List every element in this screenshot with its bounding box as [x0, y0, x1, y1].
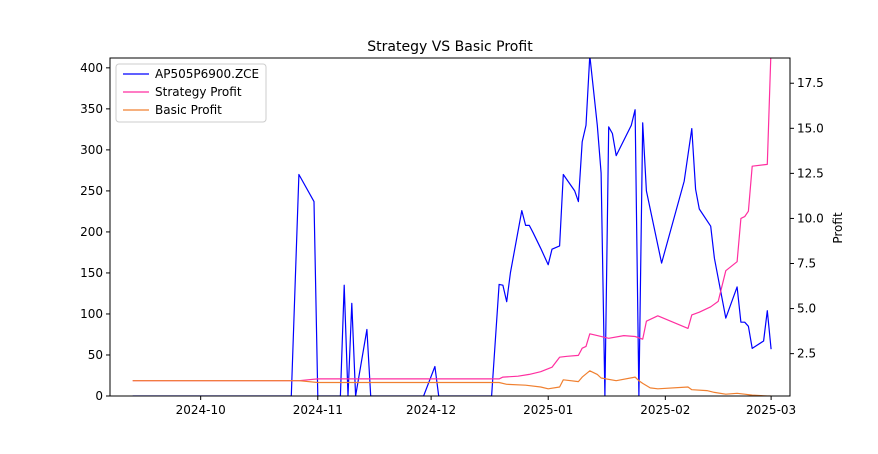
y-right-tick-label-4: 12.5	[797, 166, 824, 180]
plot-lines	[132, 58, 772, 396]
y-right-tick-label-5: 15.0	[797, 121, 824, 135]
y-left-tick-label-3: 150	[80, 266, 103, 280]
x-tick-label-0: 2024-10	[176, 403, 226, 417]
legend-label-series-1: Strategy Profit	[155, 85, 242, 99]
y-right-tick-label-6: 17.5	[797, 76, 824, 90]
y-right-tick-label-3: 10.0	[797, 211, 824, 225]
chart-title: Strategy VS Basic Profit	[367, 39, 533, 55]
y-right-axis: 2.5 5.0 7.5 10.0 12.5 15.0 17.5	[790, 76, 824, 361]
plot-frame	[109, 57, 791, 397]
y-left-tick-label-1: 50	[88, 348, 103, 362]
x-tick-label-2: 2024-12	[406, 403, 456, 417]
y-right-tick-label-1: 5.0	[797, 302, 816, 316]
y-left-tick-label-0: 0	[95, 389, 103, 403]
legend-label-series-2: Basic Profit	[155, 103, 222, 117]
series-line-1	[132, 58, 772, 382]
right-axis-label: Profit	[831, 212, 845, 244]
y-right-tick-label-2: 7.5	[797, 257, 816, 271]
y-left-tick-label-4: 200	[80, 225, 103, 239]
y-left-tick-label-2: 100	[80, 307, 103, 321]
series-line-2	[132, 370, 772, 396]
x-tick-label-3: 2025-01	[523, 403, 573, 417]
y-left-tick-label-6: 300	[80, 143, 103, 157]
y-right-tick-label-0: 2.5	[797, 347, 816, 361]
x-axis: 2024-10 2024-11 2024-12 2025-01 2025-02 2025-…	[176, 396, 796, 417]
legend-box	[115, 63, 267, 123]
x-tick-label-5: 2025-03	[746, 403, 796, 417]
y-left-tick-label-5: 250	[80, 184, 103, 198]
y-left-tick-label-7: 350	[80, 102, 103, 116]
legend: AP505P6900.ZCE Strategy Profit Basic Pro…	[115, 63, 267, 123]
x-tick-label-1: 2024-11	[293, 403, 343, 417]
x-tick-label-4: 2025-02	[640, 403, 690, 417]
series-line-0	[132, 58, 772, 396]
y-left-axis: 0 50 100 150 200 250 300 350 400	[80, 61, 110, 403]
y-left-tick-label-8: 400	[80, 61, 103, 75]
legend-label-series-0: AP505P6900.ZCE	[155, 67, 259, 81]
